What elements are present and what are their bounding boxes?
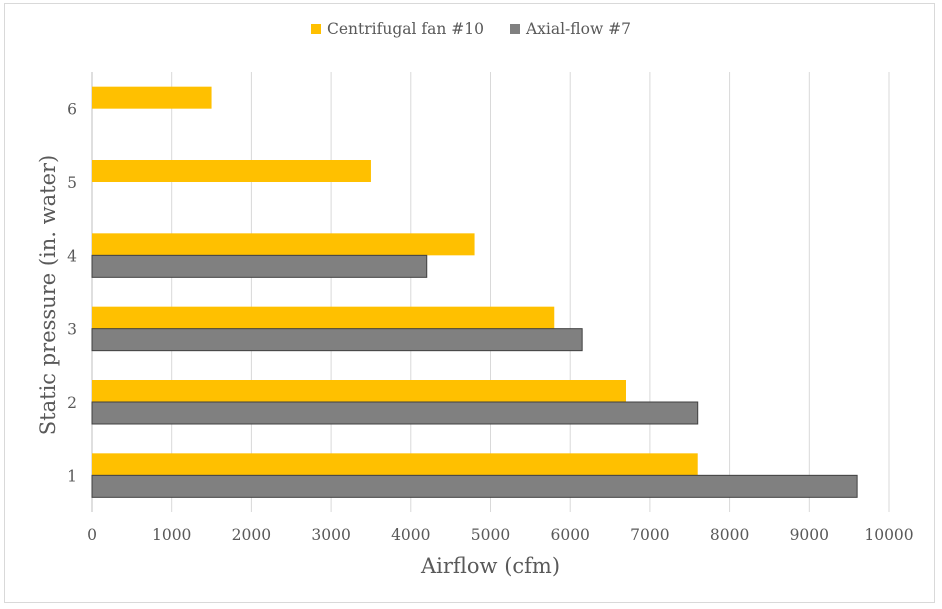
y-tick-label: 1 [67, 467, 77, 485]
bar-centrifugal [92, 453, 698, 476]
legend-swatch-centrifugal [310, 24, 321, 34]
bar-centrifugal [92, 86, 212, 109]
x-tick-label: 3000 [311, 526, 350, 544]
x-tick-label: 5000 [471, 526, 510, 544]
x-tick-label: 9000 [790, 526, 829, 544]
bar-centrifugal [92, 380, 626, 402]
y-tick-label: 2 [67, 394, 77, 412]
legend-swatch-axial [509, 24, 520, 34]
bar-axial [91, 474, 858, 498]
y-tick-label: 6 [67, 101, 77, 119]
y-tick-label: 5 [67, 174, 77, 192]
y-axis-title: Static pressure (in. water) [36, 155, 60, 435]
x-tick-label: 7000 [630, 526, 669, 544]
y-tick-label: 4 [67, 247, 77, 265]
x-tick-label: 1000 [152, 526, 191, 544]
bar-centrifugal [92, 233, 475, 256]
bar-axial [91, 328, 583, 352]
x-tick-label: 2000 [232, 526, 271, 544]
x-axis-title: Airflow (cfm) [420, 554, 560, 578]
x-tick-label: 8000 [710, 526, 749, 544]
x-tick-label: 4000 [391, 526, 430, 544]
legend-item-centrifugal: Centrifugal fan #10 [310, 20, 484, 38]
x-tick-label: 10000 [864, 526, 913, 544]
legend-label-axial: Axial-flow #7 [525, 20, 632, 38]
x-tick-label: 6000 [550, 526, 589, 544]
bar-centrifugal [92, 306, 555, 329]
legend-item-axial: Axial-flow #7 [509, 20, 632, 38]
y-tick-label: 3 [67, 321, 77, 339]
bar-axial [91, 401, 699, 425]
legend-label-centrifugal: Centrifugal fan #10 [326, 20, 484, 38]
legend: Centrifugal fan #10 Axial-flow #7 [0, 20, 942, 38]
x-tick-label: 0 [87, 526, 97, 544]
bar-axial [91, 254, 428, 278]
bar-centrifugal [92, 160, 371, 182]
